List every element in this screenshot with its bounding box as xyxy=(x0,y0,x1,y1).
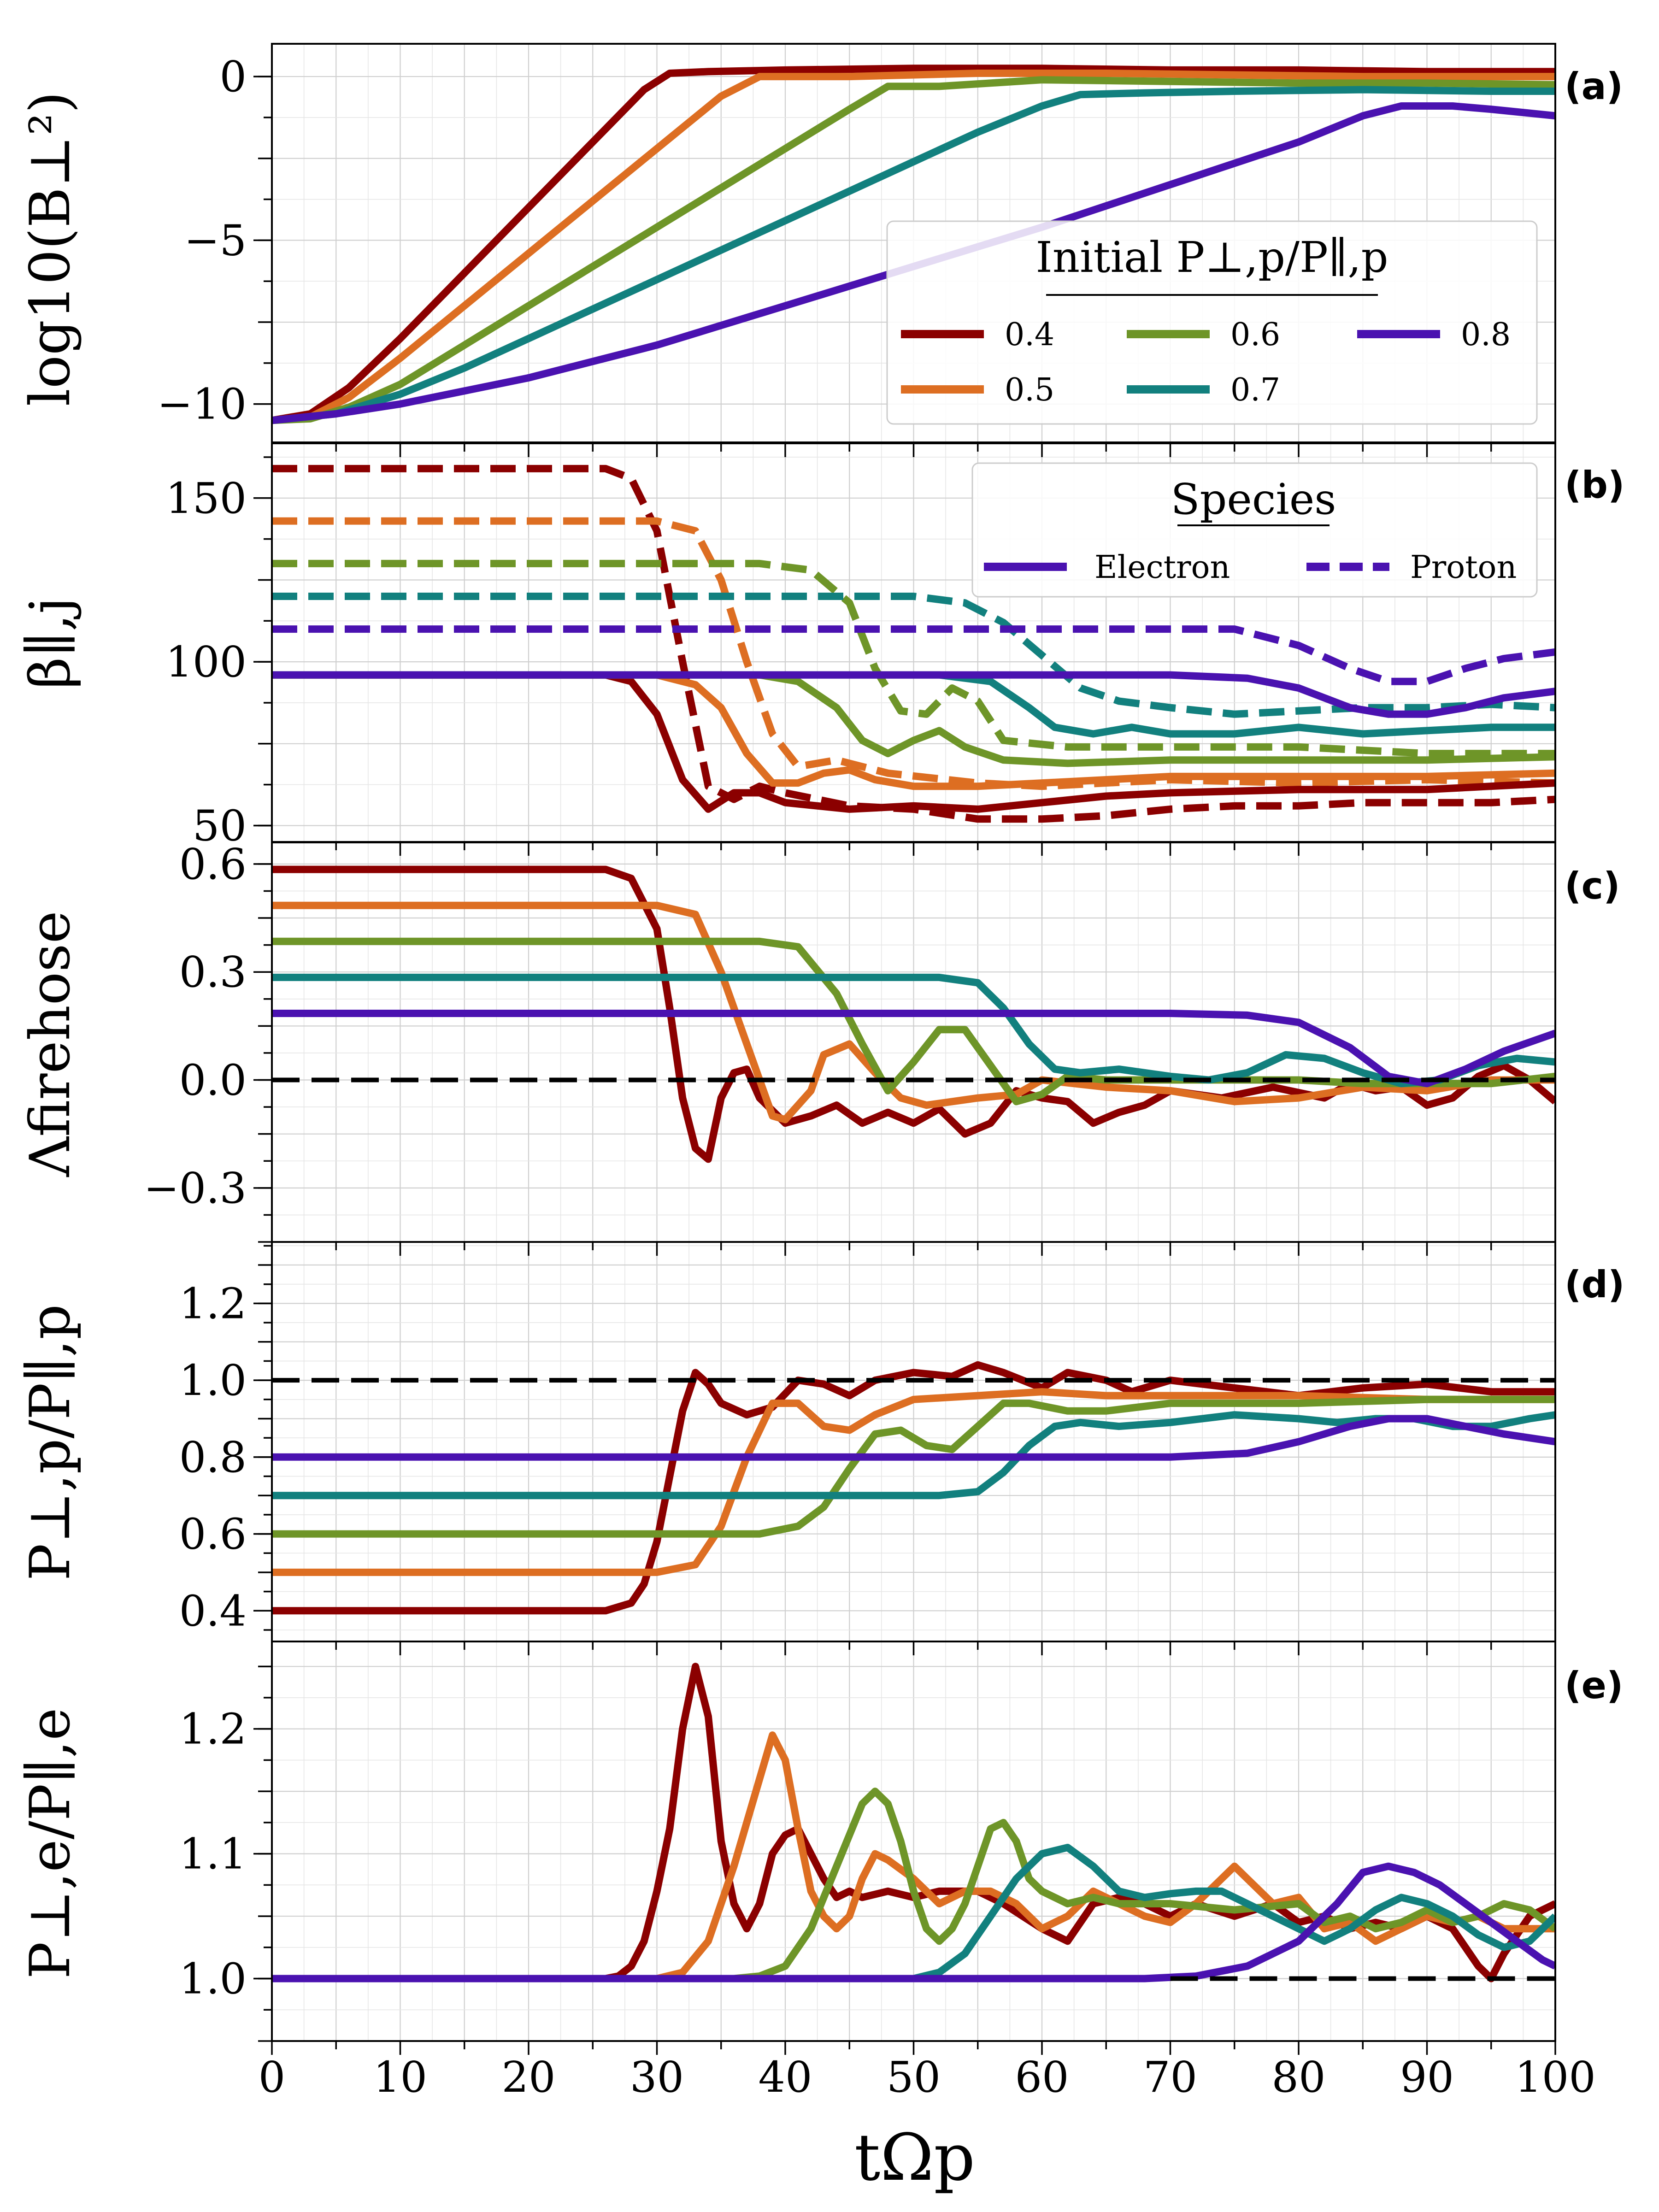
y-tick-label-c: 0.0 xyxy=(179,1056,247,1105)
series-a-0.6 xyxy=(272,76,1555,424)
legend-b-proton-label: Proton xyxy=(1410,549,1517,586)
ylabel-panel-c: Λfirehose xyxy=(18,911,82,1177)
x-tick-label: 0 xyxy=(259,2053,286,2102)
y-tick-label-a: 0 xyxy=(219,52,247,101)
series-d-0.6 xyxy=(272,1395,1555,1538)
ylabel-panel-b: β∥,j xyxy=(18,597,82,689)
series-c-0.8 xyxy=(272,1010,1555,1088)
series-b-0.5-electron xyxy=(272,671,1555,790)
x-tick-label: 80 xyxy=(1271,2053,1325,2102)
y-tick-label-b: 150 xyxy=(165,474,247,523)
series-group-d xyxy=(272,1361,1555,1615)
legend-b-electron-label: Electron xyxy=(1094,549,1230,586)
legend-a-label-0.7: 0.7 xyxy=(1230,372,1280,408)
panel-label-e: (e) xyxy=(1565,1664,1623,1707)
x-tick-label: 20 xyxy=(501,2053,555,2102)
y-tick-label-d: 0.8 xyxy=(179,1433,247,1482)
series-a-0.4 xyxy=(272,65,1555,424)
legend-a-label-0.6: 0.6 xyxy=(1230,317,1280,353)
x-tick-label: 90 xyxy=(1400,2053,1454,2102)
y-tick-label-e: 1.0 xyxy=(179,1954,247,2004)
y-tick-label-d: 1.2 xyxy=(179,1279,247,1328)
legend-a-label-0.5: 0.5 xyxy=(1005,372,1054,408)
y-tick-label-a: −5 xyxy=(184,216,247,265)
legend-a-label-0.8: 0.8 xyxy=(1461,317,1511,353)
y-tick-label-b: 50 xyxy=(193,801,247,850)
x-tick-label: 100 xyxy=(1515,2053,1596,2102)
series-a-0.7 xyxy=(272,86,1555,424)
legend-a-box xyxy=(886,220,1538,425)
series-e-0.6 xyxy=(272,1788,1555,1983)
series-a-0.5 xyxy=(272,70,1555,424)
y-tick-label-c: 0.6 xyxy=(179,840,247,889)
legend-a-title: Initial P⊥,p/P∥,p xyxy=(1035,233,1388,282)
panel-label-b: (b) xyxy=(1565,464,1624,506)
series-b-0.8-proton xyxy=(272,625,1555,685)
legend-panel-b: Species Electron Proton xyxy=(971,462,1538,598)
y-tick-label-d: 0.4 xyxy=(179,1586,247,1635)
x-tick-label: 70 xyxy=(1143,2053,1197,2102)
x-tick-label: 50 xyxy=(887,2053,941,2102)
x-tick-label: 40 xyxy=(758,2053,812,2102)
series-c-0.5 xyxy=(272,901,1555,1124)
y-tick-label-e: 1.2 xyxy=(179,1705,247,1754)
ylabel-panel-e: P⊥,e/P∥,e xyxy=(18,1708,82,1979)
x-tick-label: 30 xyxy=(630,2053,684,2102)
series-group-e xyxy=(272,1663,1555,1983)
series-group-c xyxy=(272,865,1555,1163)
series-b-0.5-proton xyxy=(272,517,1555,790)
labels-layer: 0−5−1050100150−0.30.00.30.60.40.60.81.01… xyxy=(144,52,1596,2102)
y-tick-label-c: −0.3 xyxy=(144,1164,247,1213)
series-d-0.8 xyxy=(272,1415,1555,1461)
series-b-0.7-electron xyxy=(272,671,1555,738)
series-b-0.6-electron xyxy=(272,671,1555,767)
series-group-b xyxy=(272,465,1555,823)
series-b-0.6-proton xyxy=(272,559,1555,758)
legend-panel-a: Initial P⊥,p/P∥,p 0.4 0.5 0.6 0.7 0.8 xyxy=(886,220,1538,425)
series-d-0.5 xyxy=(272,1388,1555,1576)
series-b-0.7-proton xyxy=(272,593,1555,718)
y-tick-label-e: 1.1 xyxy=(179,1830,247,1879)
series-b-0.4-electron xyxy=(272,671,1555,813)
legend-a-entries: 0.4 0.5 0.6 0.7 0.8 xyxy=(901,317,1511,408)
panel-label-a: (a) xyxy=(1565,65,1623,108)
y-tick-label-a: −10 xyxy=(157,380,247,429)
y-tick-label-d: 1.0 xyxy=(179,1356,247,1405)
ylabel-panel-d: P⊥,p/P∥,p xyxy=(18,1304,82,1581)
series-e-0.8 xyxy=(272,1862,1555,1983)
series-e-0.5 xyxy=(272,1731,1555,1983)
panel-label-d: (d) xyxy=(1565,1263,1624,1306)
legend-a-label-0.4: 0.4 xyxy=(1005,317,1054,353)
x-tick-label: 10 xyxy=(373,2053,427,2102)
x-tick-label: 60 xyxy=(1015,2053,1069,2102)
legend-b-box xyxy=(971,462,1538,598)
legend-b-title: Species xyxy=(1171,475,1336,524)
ylabel-panel-a: log10(B⊥²) xyxy=(18,92,82,406)
y-tick-label-d: 0.6 xyxy=(179,1510,247,1559)
x-axis-label: tΩp xyxy=(854,2120,975,2195)
series-b-0.8-electron xyxy=(272,671,1555,718)
y-tick-label-c: 0.3 xyxy=(179,947,247,997)
ticks-layer xyxy=(253,76,1556,2055)
panel-label-c: (c) xyxy=(1565,865,1620,907)
series-e-0.7 xyxy=(272,1844,1555,1983)
y-tick-label-b: 100 xyxy=(165,637,247,687)
